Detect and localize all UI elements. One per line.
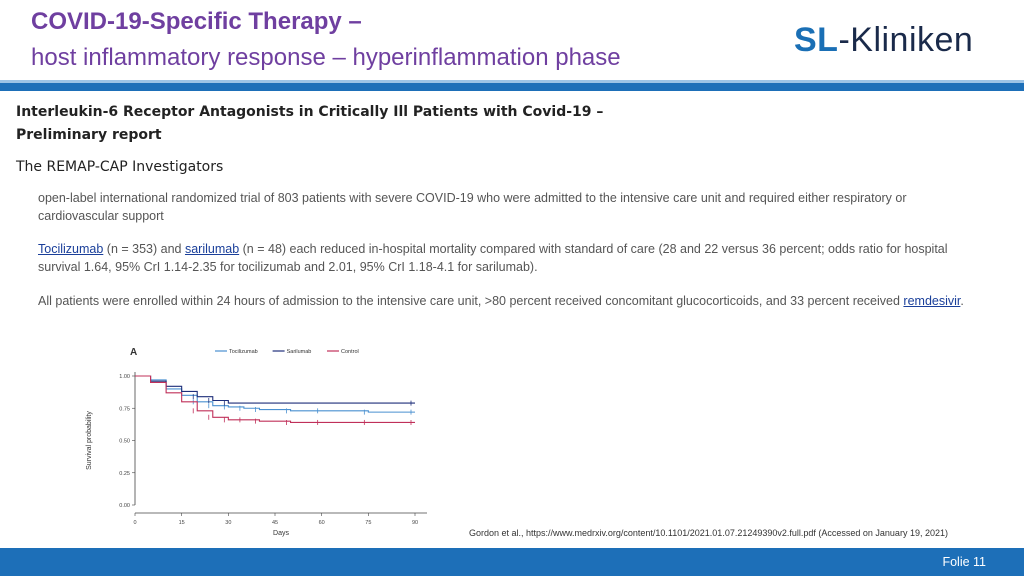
x-tick-label: 75 [365, 520, 371, 526]
legend-label: Sarilumab [287, 349, 312, 355]
x-tick-label: 45 [272, 520, 278, 526]
y-tick-label: 0.75 [119, 406, 130, 412]
x-tick-label: 30 [225, 520, 231, 526]
x-tick-label: 90 [412, 520, 418, 526]
slide-number: Folie 11 [942, 555, 986, 569]
series-line-sarilumab [135, 375, 415, 404]
enrollment-text: All patients were enrolled within 24 hou… [38, 294, 904, 308]
y-tick-label: 0.25 [119, 471, 130, 477]
citation: Gordon et al., https://www.medrxiv.org/c… [469, 528, 948, 538]
logo-suffix: -Kliniken [838, 20, 974, 59]
paper-title: Interleukin-6 Receptor Antagonists in Cr… [16, 101, 603, 147]
results-text-2: (n = 48) each reduced in-hospital mortal… [38, 242, 948, 274]
header-divider-bar [0, 80, 1024, 91]
slide-title: COVID-19-Specific Therapy – [31, 8, 362, 35]
enrollment-end: . [960, 294, 964, 308]
x-axis-title: Days [273, 530, 289, 537]
series-line-tocilizumab [135, 375, 415, 413]
y-axis-title: Survival probability [86, 411, 93, 470]
y-tick-label: 1.00 [119, 374, 130, 380]
x-tick-label: 15 [179, 520, 185, 526]
legend-label: Tocilizumab [229, 349, 258, 355]
tocilizumab-link[interactable]: Tocilizumab [38, 242, 104, 256]
paragraph-trial-design: open-label international randomized tria… [38, 191, 907, 223]
chart-panel-label: A [130, 347, 137, 358]
paper-title-line2: Preliminary report [16, 127, 162, 143]
survival-curve-chart: A 0.00 0.25 0.50 0.75 1.00 0 15 30 45 60 75 90 Days Su… [86, 347, 427, 537]
sl-kliniken-logo: SL -Kliniken [794, 20, 973, 60]
y-tick-label: 0.50 [119, 439, 130, 445]
paper-title-line1: Interleukin-6 Receptor Antagonists in Cr… [16, 104, 604, 120]
paragraph-enrollment: All patients were enrolled within 24 hou… [38, 292, 988, 310]
remdesivir-link[interactable]: remdesivir [903, 294, 961, 308]
paper-authors: The REMAP-CAP Investigators [16, 159, 224, 175]
y-tick-label: 0.00 [119, 503, 130, 509]
series-line-control [135, 375, 415, 423]
footer-bar: Folie 11 [0, 548, 1024, 576]
slide-subtitle: host inflammatory response – hyperinflam… [31, 44, 621, 71]
sarilumab-link[interactable]: sarilumab [184, 242, 240, 256]
results-text-1: (n = 353) and [103, 242, 185, 256]
logo-prefix: SL [794, 20, 839, 59]
x-tick-label: 0 [133, 520, 136, 526]
legend-label: Control [341, 349, 359, 355]
paragraph-results: Tocilizumab (n = 353) and sarilumab (n =… [38, 240, 988, 276]
x-tick-label: 60 [319, 520, 325, 526]
